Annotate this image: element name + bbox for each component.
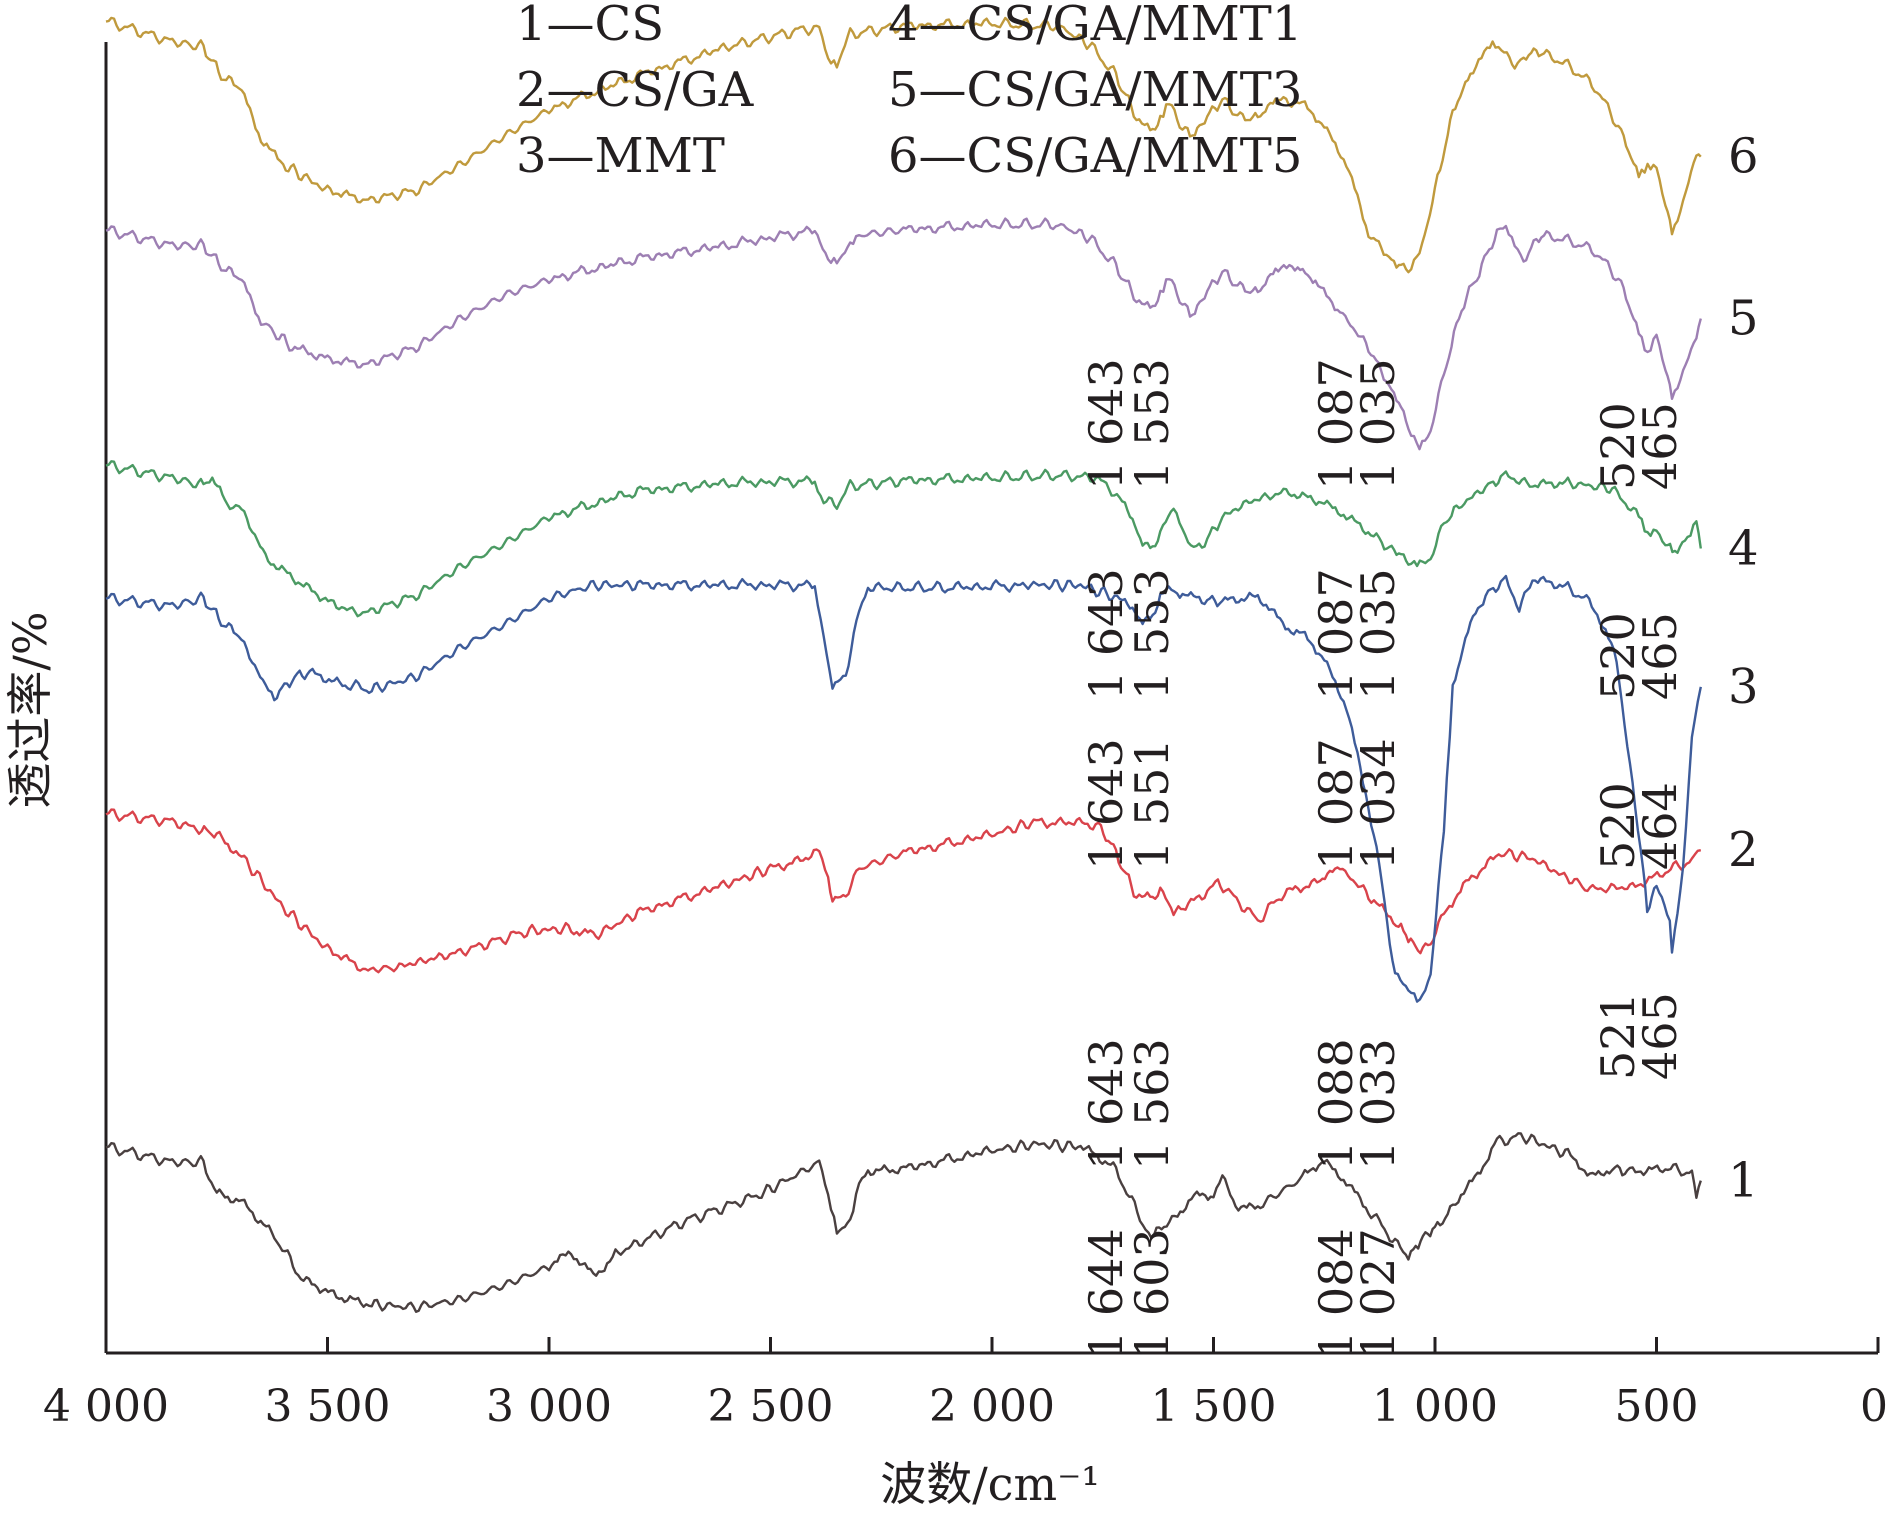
peak-label: 520 (1591, 782, 1645, 870)
x-tick-label: 3 500 (265, 1381, 391, 1432)
peak-label: 1 643 (1079, 738, 1133, 870)
series-6-label: 6 (1728, 129, 1759, 185)
spectra (105, 16, 1702, 1313)
peak-label: 520 (1591, 612, 1645, 700)
series-4-line (105, 460, 1702, 618)
peak-label: 1 603 (1125, 1228, 1179, 1360)
x-tick-label: 2 500 (708, 1381, 834, 1432)
peak-label: 1 643 (1079, 1038, 1133, 1170)
x-tick-label: 0 (1860, 1381, 1888, 1432)
peak-label: 1 643 (1079, 568, 1133, 700)
series-3-line (105, 574, 1702, 1003)
peak-label: 1 033 (1351, 1038, 1405, 1170)
peak-label: 1 563 (1125, 1038, 1179, 1170)
legend-entry: 5—CS/GA/MMT3 (888, 62, 1302, 118)
x-tick-label: 1 000 (1372, 1381, 1498, 1432)
legend-entry: 3—MMT (516, 128, 725, 184)
peak-label: 1 551 (1125, 738, 1179, 870)
peak-label: 1 027 (1351, 1228, 1405, 1360)
peak-label: 1 553 (1125, 358, 1179, 490)
peak-label: 1 087 (1309, 358, 1363, 490)
series-2-label: 2 (1728, 822, 1759, 878)
x-tick-label: 2 000 (929, 1381, 1055, 1432)
series-6-line (105, 16, 1702, 274)
peak-label: 1 035 (1351, 568, 1405, 700)
peak-label: 1 087 (1309, 568, 1363, 700)
peak-label: 1 034 (1351, 738, 1405, 870)
curve-labels: 1 2 3 4 5 6 (1728, 129, 1759, 1209)
x-axis-title: 波数/cm⁻¹ (880, 1457, 1100, 1511)
legend: 1—CS 2—CS/GA 3—MMT 4—CS/GA/MMT1 5—CS/GA/MMT3… (516, 0, 1302, 184)
x-tick-label: 4 000 (43, 1381, 169, 1432)
series-3-label: 3 (1728, 659, 1759, 715)
peak-label: 1 035 (1351, 358, 1405, 490)
series-1-label: 1 (1728, 1153, 1759, 1209)
peak-label: 1 643 (1079, 358, 1133, 490)
legend-entry: 2—CS/GA (516, 62, 755, 118)
peak-label: 1 087 (1309, 738, 1363, 870)
legend-entry: 6—CS/GA/MMT5 (888, 128, 1302, 184)
legend-entry: 4—CS/GA/MMT1 (888, 0, 1302, 52)
peak-label: 520 (1591, 402, 1645, 490)
series-5-line (105, 217, 1702, 451)
peak-label: 1 088 (1309, 1038, 1363, 1170)
series-2-line (105, 808, 1702, 974)
peak-label: 1 553 (1125, 568, 1179, 700)
series-4-label: 4 (1728, 521, 1759, 577)
y-axis-title: 透过率/% (3, 611, 57, 808)
x-ticks: 4 000 3 500 3 000 2 500 2 000 1 500 1 000 500 0 (43, 1337, 1888, 1432)
peak-label: 464 (1633, 782, 1687, 870)
peak-label: 465 (1633, 992, 1687, 1080)
peak-label: 1 644 (1079, 1228, 1133, 1360)
x-tick-label: 1 500 (1151, 1381, 1277, 1432)
x-tick-label: 500 (1615, 1381, 1699, 1432)
series-5-label: 5 (1728, 291, 1759, 347)
peak-label: 1 084 (1309, 1228, 1363, 1360)
legend-entry: 1—CS (516, 0, 664, 52)
peak-label: 465 (1633, 402, 1687, 490)
peak-label: 521 (1591, 992, 1645, 1080)
x-tick-label: 3 000 (486, 1381, 612, 1432)
series-1-line (105, 1132, 1702, 1313)
peak-label: 465 (1633, 612, 1687, 700)
